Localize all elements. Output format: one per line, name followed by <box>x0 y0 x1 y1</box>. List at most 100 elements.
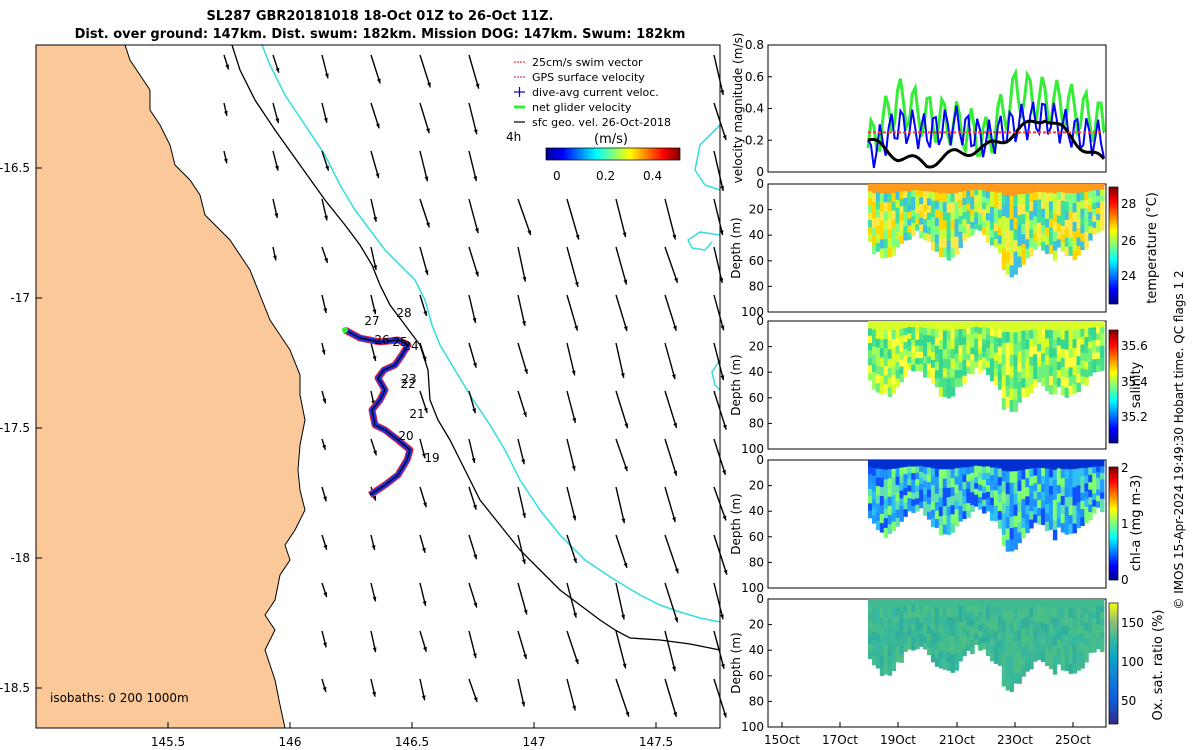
profile-cell <box>1029 321 1033 330</box>
sfc-vel-arrowhead <box>723 516 727 521</box>
profile-cell <box>927 184 931 192</box>
profile-cell <box>1076 193 1080 202</box>
profile-cell <box>1076 211 1080 220</box>
profile-cell <box>1076 347 1080 356</box>
profile-cell <box>1037 207 1041 215</box>
profile-cell <box>911 346 915 353</box>
profile-cell <box>1065 340 1069 350</box>
profile-cell <box>923 335 927 343</box>
colorbar-unit-label: (m/s) <box>594 132 628 147</box>
profile-cell <box>994 369 998 377</box>
profile-cell <box>1041 516 1045 525</box>
profile-cell <box>1021 340 1025 350</box>
profile-cell <box>955 501 959 510</box>
profile-cell <box>1021 499 1025 509</box>
profile-cell <box>951 202 955 212</box>
profile-cell <box>1057 216 1061 224</box>
profile-cell <box>982 506 986 513</box>
profile-cell <box>888 637 892 647</box>
profile-cell <box>978 334 982 341</box>
profile-cell <box>892 184 896 193</box>
profile-cell <box>947 213 951 223</box>
profile-cell <box>1014 652 1018 663</box>
profile-cell <box>896 493 900 502</box>
profile-cell <box>951 663 955 673</box>
profile-cell <box>903 205 907 213</box>
profile-cell <box>919 224 923 231</box>
profile-cell <box>919 629 923 635</box>
profile-cell <box>903 212 907 220</box>
map-y-tick-label: -16.5 <box>0 161 30 175</box>
profile-cell <box>1014 610 1018 621</box>
profile-cell <box>880 647 884 657</box>
profile-cell <box>1010 483 1014 495</box>
profile-cell <box>907 599 911 606</box>
legend-item-swim-vector: 25cm/s swim vector <box>514 56 643 69</box>
profile-cell <box>939 507 943 517</box>
profile-cell <box>1076 502 1080 511</box>
profile-cell <box>1002 492 1006 503</box>
profile-cell <box>1053 184 1057 194</box>
profile-cell <box>986 466 990 473</box>
track-start-marker <box>342 327 348 333</box>
profile-cell <box>974 472 978 478</box>
profile-cell <box>868 227 872 235</box>
profile-cell <box>1076 228 1080 237</box>
profile-cell <box>939 349 943 359</box>
depth-tick-label: 60 <box>749 669 764 683</box>
profile-cell <box>966 184 970 191</box>
profile-cell <box>978 225 982 231</box>
profile-cell <box>899 514 903 522</box>
profile-cell <box>1096 599 1100 606</box>
profile-cell <box>998 503 1002 512</box>
profile-cell <box>1092 228 1096 235</box>
profile-cell <box>1073 375 1077 385</box>
profile-cell <box>990 630 994 638</box>
profile-cell <box>1100 346 1104 353</box>
profile-cell <box>955 599 959 608</box>
profile-cell <box>1092 606 1096 613</box>
profile-cell <box>903 619 907 626</box>
profile-cell <box>872 492 876 500</box>
profile-cell <box>1049 521 1053 530</box>
profile-cell <box>1017 620 1021 631</box>
profile-cell <box>1080 625 1084 634</box>
profile-cell <box>1045 469 1049 478</box>
profile-cell <box>1014 599 1018 610</box>
profile-cell <box>868 365 872 373</box>
profile-cell <box>888 478 892 488</box>
profile-cell <box>884 646 888 656</box>
profile-cell <box>1041 460 1045 469</box>
profile-cell <box>927 497 931 505</box>
profile-cell <box>931 234 935 243</box>
profile-cell <box>1017 256 1021 267</box>
profile-cell <box>903 356 907 363</box>
profile-cell <box>1100 473 1104 480</box>
profile-cell <box>982 357 986 364</box>
profile-cell <box>899 184 903 192</box>
profile-cell <box>1073 231 1077 241</box>
profile-cell <box>888 628 892 638</box>
profile-cell <box>970 613 974 620</box>
profile-cell <box>1014 389 1018 401</box>
profile-cell <box>1080 376 1084 384</box>
profile-cell <box>1025 377 1029 387</box>
profile-cell <box>911 480 915 487</box>
profile-cell <box>974 321 978 327</box>
profile-cell <box>1029 220 1033 229</box>
profile-cell <box>998 201 1002 210</box>
profile-cell <box>1100 352 1104 359</box>
profile-cell <box>1069 497 1073 507</box>
profile-cell <box>943 349 947 359</box>
profile-cell <box>872 372 876 381</box>
profile-cell <box>994 223 998 231</box>
profile-cell <box>899 229 903 237</box>
profile-cell <box>1092 493 1096 500</box>
profile-cell <box>1084 615 1088 623</box>
profile-cell <box>931 468 935 477</box>
profile-cell <box>962 649 966 657</box>
profile-cell <box>915 201 919 207</box>
profile-cell <box>1088 599 1092 606</box>
profile-cell <box>907 333 911 340</box>
profile-cell <box>1029 643 1033 652</box>
